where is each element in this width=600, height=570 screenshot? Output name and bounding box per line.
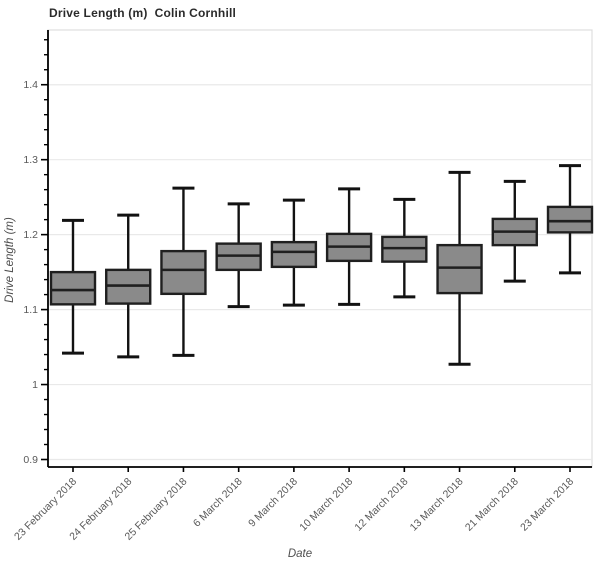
x-tick-label: 6 March 2018: [191, 476, 245, 530]
box-rect: [546, 205, 594, 234]
y-tick-label: 1.1: [23, 304, 38, 316]
box-rect: [270, 240, 318, 269]
y-tick-label: 1: [32, 379, 38, 391]
x-tick-label: 21 March 2018: [463, 476, 521, 534]
box-rect: [436, 243, 483, 295]
x-tick-label: 12 March 2018: [352, 476, 410, 534]
plot-frame: [47, 29, 593, 468]
x-tick-label: 13 March 2018: [408, 476, 466, 534]
y-tick-label: 1.3: [23, 154, 38, 166]
x-tick-label: 9 March 2018: [246, 476, 300, 530]
box-rect: [49, 270, 97, 306]
y-tick-label: 1.4: [23, 79, 38, 91]
y-axis-title: Drive Length (m): [4, 217, 16, 303]
chart-title: Drive Length (m) Colin Cornhill: [49, 6, 237, 20]
x-tick-label: 10 March 2018: [297, 476, 355, 534]
x-tick-label: 23 March 2018: [518, 476, 576, 534]
y-tick-label: 0.9: [23, 454, 38, 466]
box-rect: [160, 249, 207, 296]
y-tick-label: 1.2: [23, 229, 38, 241]
x-axis-title: Date: [287, 548, 313, 560]
